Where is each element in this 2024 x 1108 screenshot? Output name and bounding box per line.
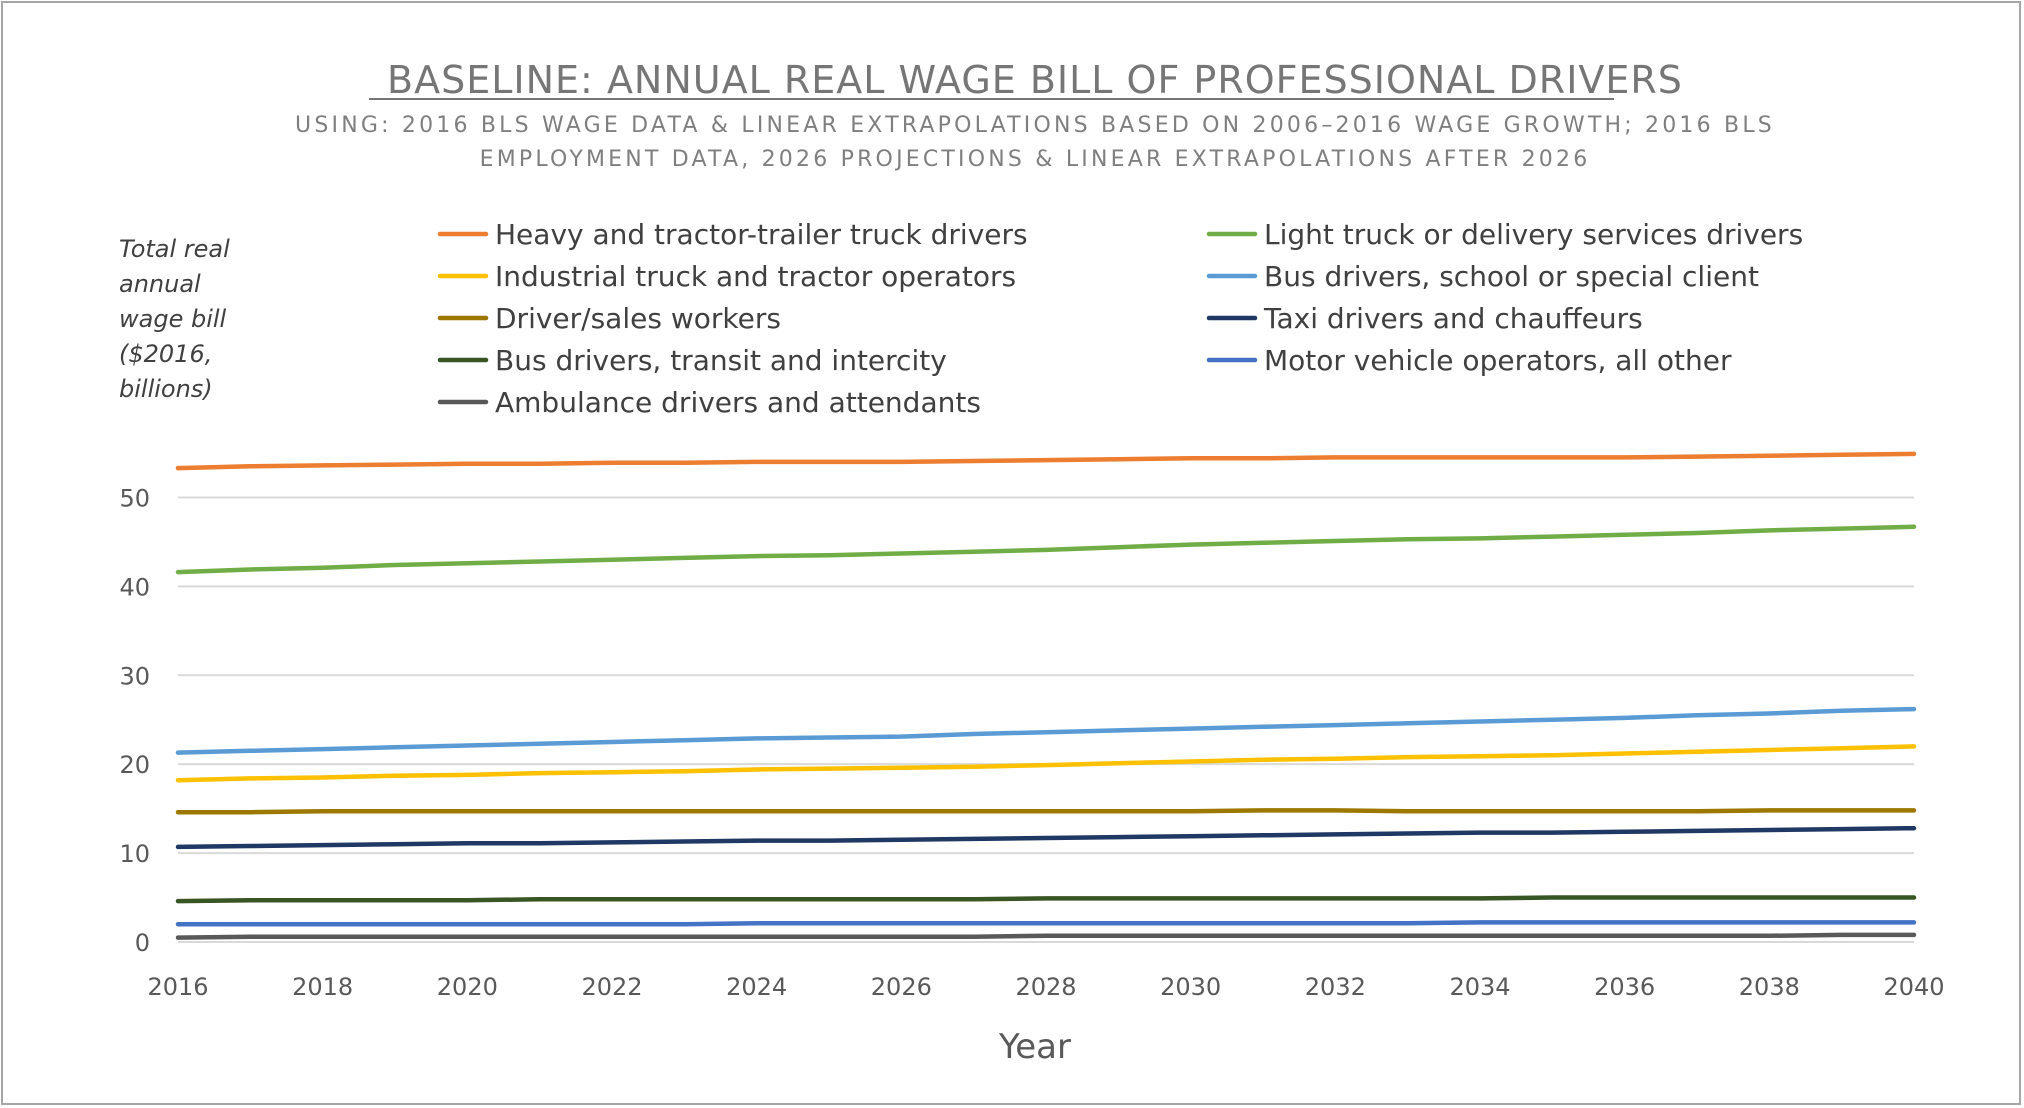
legend-label: Taxi drivers and chauffeurs — [1263, 302, 1643, 335]
plot-area — [175, 451, 1917, 940]
x-tick-label: 2026 — [871, 973, 932, 1001]
chart-title: BASELINE: ANNUAL REAL WAGE BILL OF PROFE… — [387, 58, 1683, 102]
x-tick-label: 2034 — [1449, 973, 1510, 1001]
chart-subtitle-line-1: USING: 2016 BLS WAGE DATA & LINEAR EXTRA… — [295, 113, 1775, 138]
chart-subtitle-line-2: EMPLOYMENT DATA, 2026 PROJECTIONS & LINE… — [480, 147, 1591, 172]
legend-label: Light truck or delivery services drivers — [1264, 218, 1803, 251]
x-tick-label: 2016 — [147, 973, 208, 1001]
y-tick-label: 50 — [119, 484, 150, 512]
series-line-driver-sales-workers — [175, 808, 1917, 815]
series-line-ambulance-drivers-and-attendants — [175, 932, 1917, 940]
x-tick-label: 2038 — [1739, 973, 1800, 1001]
legend-label: Motor vehicle operators, all other — [1264, 344, 1732, 377]
legend-item-motor-vehicle-operators-all-other: Motor vehicle operators, all other — [1206, 344, 1732, 377]
legend-item-bus-drivers-school-or-special-client: Bus drivers, school or special client — [1206, 260, 1759, 293]
x-tick-label: 2036 — [1594, 973, 1655, 1001]
legend-item-taxi-drivers-and-chauffeurs: Taxi drivers and chauffeurs — [1206, 302, 1643, 335]
y-axis-label-line: Total real — [119, 235, 230, 263]
x-tick-label: 2030 — [1160, 973, 1221, 1001]
legend-label: Heavy and tractor-trailer truck drivers — [495, 218, 1028, 251]
legend-label: Bus drivers, transit and intercity — [495, 344, 947, 377]
legend-label: Ambulance drivers and attendants — [495, 386, 981, 419]
legend-item-heavy-and-tractor-trailer-truck-drivers: Heavy and tractor-trailer truck drivers — [437, 218, 1028, 251]
legend-item-ambulance-drivers-and-attendants: Ambulance drivers and attendants — [437, 386, 981, 419]
y-tick-label: 40 — [119, 573, 150, 601]
y-tick-label: 20 — [119, 751, 150, 779]
y-axis-label-line: ($2016, — [119, 340, 212, 368]
x-tick-label: 2018 — [292, 973, 353, 1001]
legend: Heavy and tractor-trailer truck drivers L… — [437, 218, 1803, 419]
y-axis-ticks: 0 10 20 30 40 50 — [119, 484, 150, 957]
legend-item-light-truck-or-delivery-services-drivers: Light truck or delivery services drivers — [1206, 218, 1803, 251]
x-tick-label: 2040 — [1883, 973, 1944, 1001]
y-axis-label-line: annual — [119, 270, 201, 298]
series-line-heavy-and-tractor-trailer-truck-drivers — [175, 451, 1917, 471]
series-line-light-truck-or-delivery-services-drivers — [175, 524, 1917, 575]
y-tick-label: 0 — [135, 929, 150, 957]
y-axis-label-line: billions) — [119, 375, 213, 403]
y-axis-label: Total real annual wage bill ($2016, bill… — [119, 235, 230, 403]
x-tick-label: 2022 — [581, 973, 642, 1001]
line-chart: BASELINE: ANNUAL REAL WAGE BILL OF PROFE… — [119, 58, 1945, 1067]
series-line-industrial-truck-and-tractor-operators — [175, 744, 1917, 783]
x-tick-label: 2024 — [726, 973, 787, 1001]
legend-label: Bus drivers, school or special client — [1264, 260, 1759, 293]
x-tick-label: 2028 — [1015, 973, 1076, 1001]
series-line-motor-vehicle-operators-all-other — [175, 920, 1917, 927]
y-tick-label: 10 — [119, 840, 150, 868]
legend-item-industrial-truck-and-tractor-operators: Industrial truck and tractor operators — [437, 260, 1016, 293]
legend-label: Driver/sales workers — [495, 302, 781, 335]
x-axis-label: Year — [998, 1027, 1071, 1067]
series-line-taxi-drivers-and-chauffeurs — [175, 825, 1917, 850]
y-axis-label-line: wage bill — [119, 305, 227, 333]
x-axis-ticks: 2016 2018 2020 2022 2024 2026 2028 2030 2032 2034… — [147, 973, 1944, 1001]
x-tick-label: 2020 — [437, 973, 498, 1001]
legend-item-bus-drivers-transit-and-intercity: Bus drivers, transit and intercity — [437, 344, 947, 377]
legend-item-driver-sales-workers: Driver/sales workers — [437, 302, 781, 335]
x-tick-label: 2032 — [1305, 973, 1366, 1001]
y-tick-label: 30 — [119, 662, 150, 690]
series-line-bus-drivers-transit-and-intercity — [175, 895, 1917, 904]
series-line-bus-drivers-school-or-special-client — [175, 706, 1917, 755]
legend-label: Industrial truck and tractor operators — [495, 260, 1016, 293]
